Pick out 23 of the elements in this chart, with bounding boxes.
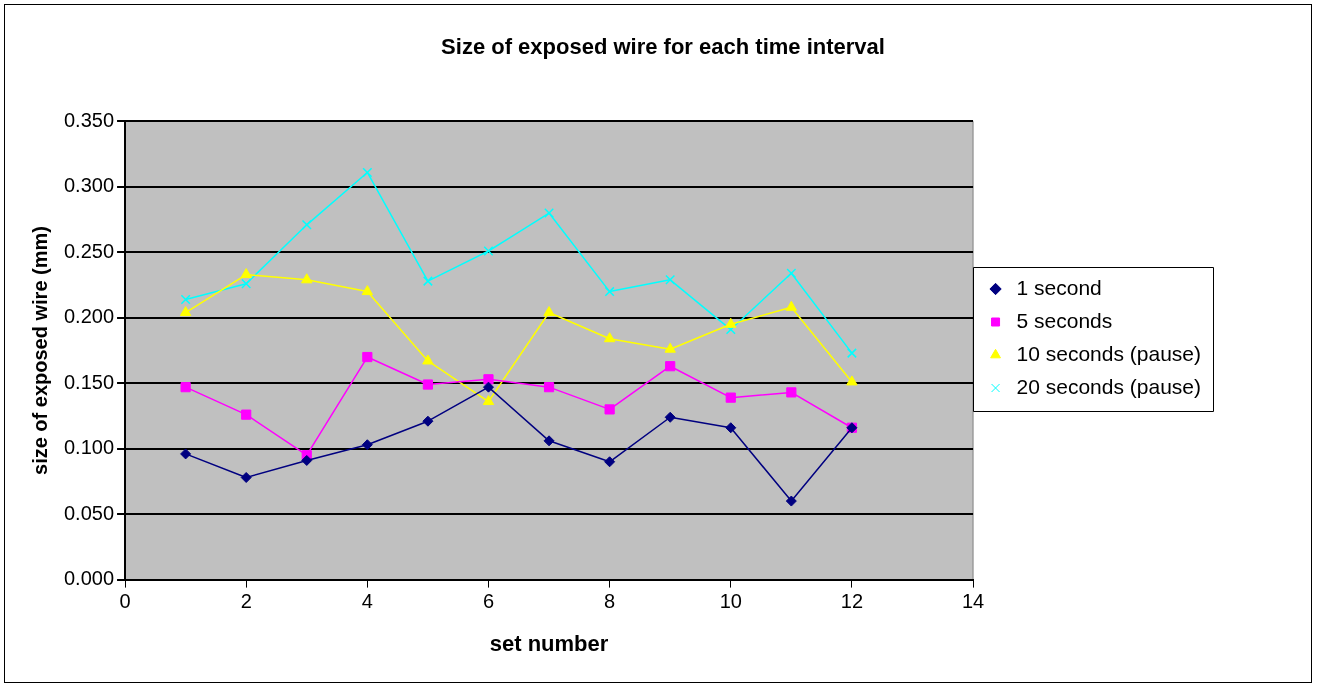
y-tick-label: 0.350 xyxy=(63,108,115,131)
legend-label: 5 seconds xyxy=(1016,308,1113,332)
y-axis-title: size of exposed wire (mm) xyxy=(28,226,51,475)
x-tick-label: 12 xyxy=(840,590,864,613)
legend-label: 20 seconds (pause) xyxy=(1016,374,1202,398)
legend-label: 10 seconds (pause) xyxy=(1016,341,1202,365)
y-tick-label: 0.050 xyxy=(63,501,115,524)
y-tick-label: 0.100 xyxy=(63,436,115,459)
x-tick-label: 8 xyxy=(604,590,616,613)
legend-label: 1 second xyxy=(1016,275,1102,299)
chart-title: Size of exposed wire for each time interval xyxy=(441,34,885,60)
x-tick-label: 6 xyxy=(482,590,495,613)
y-tick-label: 0.200 xyxy=(63,305,115,328)
y-tick-label: 0.000 xyxy=(63,567,115,590)
y-tick-label: 0.150 xyxy=(63,370,115,393)
x-axis-title: set number xyxy=(489,630,609,656)
x-tick-label: 10 xyxy=(719,590,742,613)
x-tick-label: 4 xyxy=(361,590,373,613)
y-tick-label: 0.300 xyxy=(63,174,115,197)
x-tick-label: 0 xyxy=(119,590,131,613)
y-tick-label: 0.250 xyxy=(63,239,115,262)
x-tick-label: 14 xyxy=(961,590,985,613)
x-tick-label: 2 xyxy=(240,590,252,613)
